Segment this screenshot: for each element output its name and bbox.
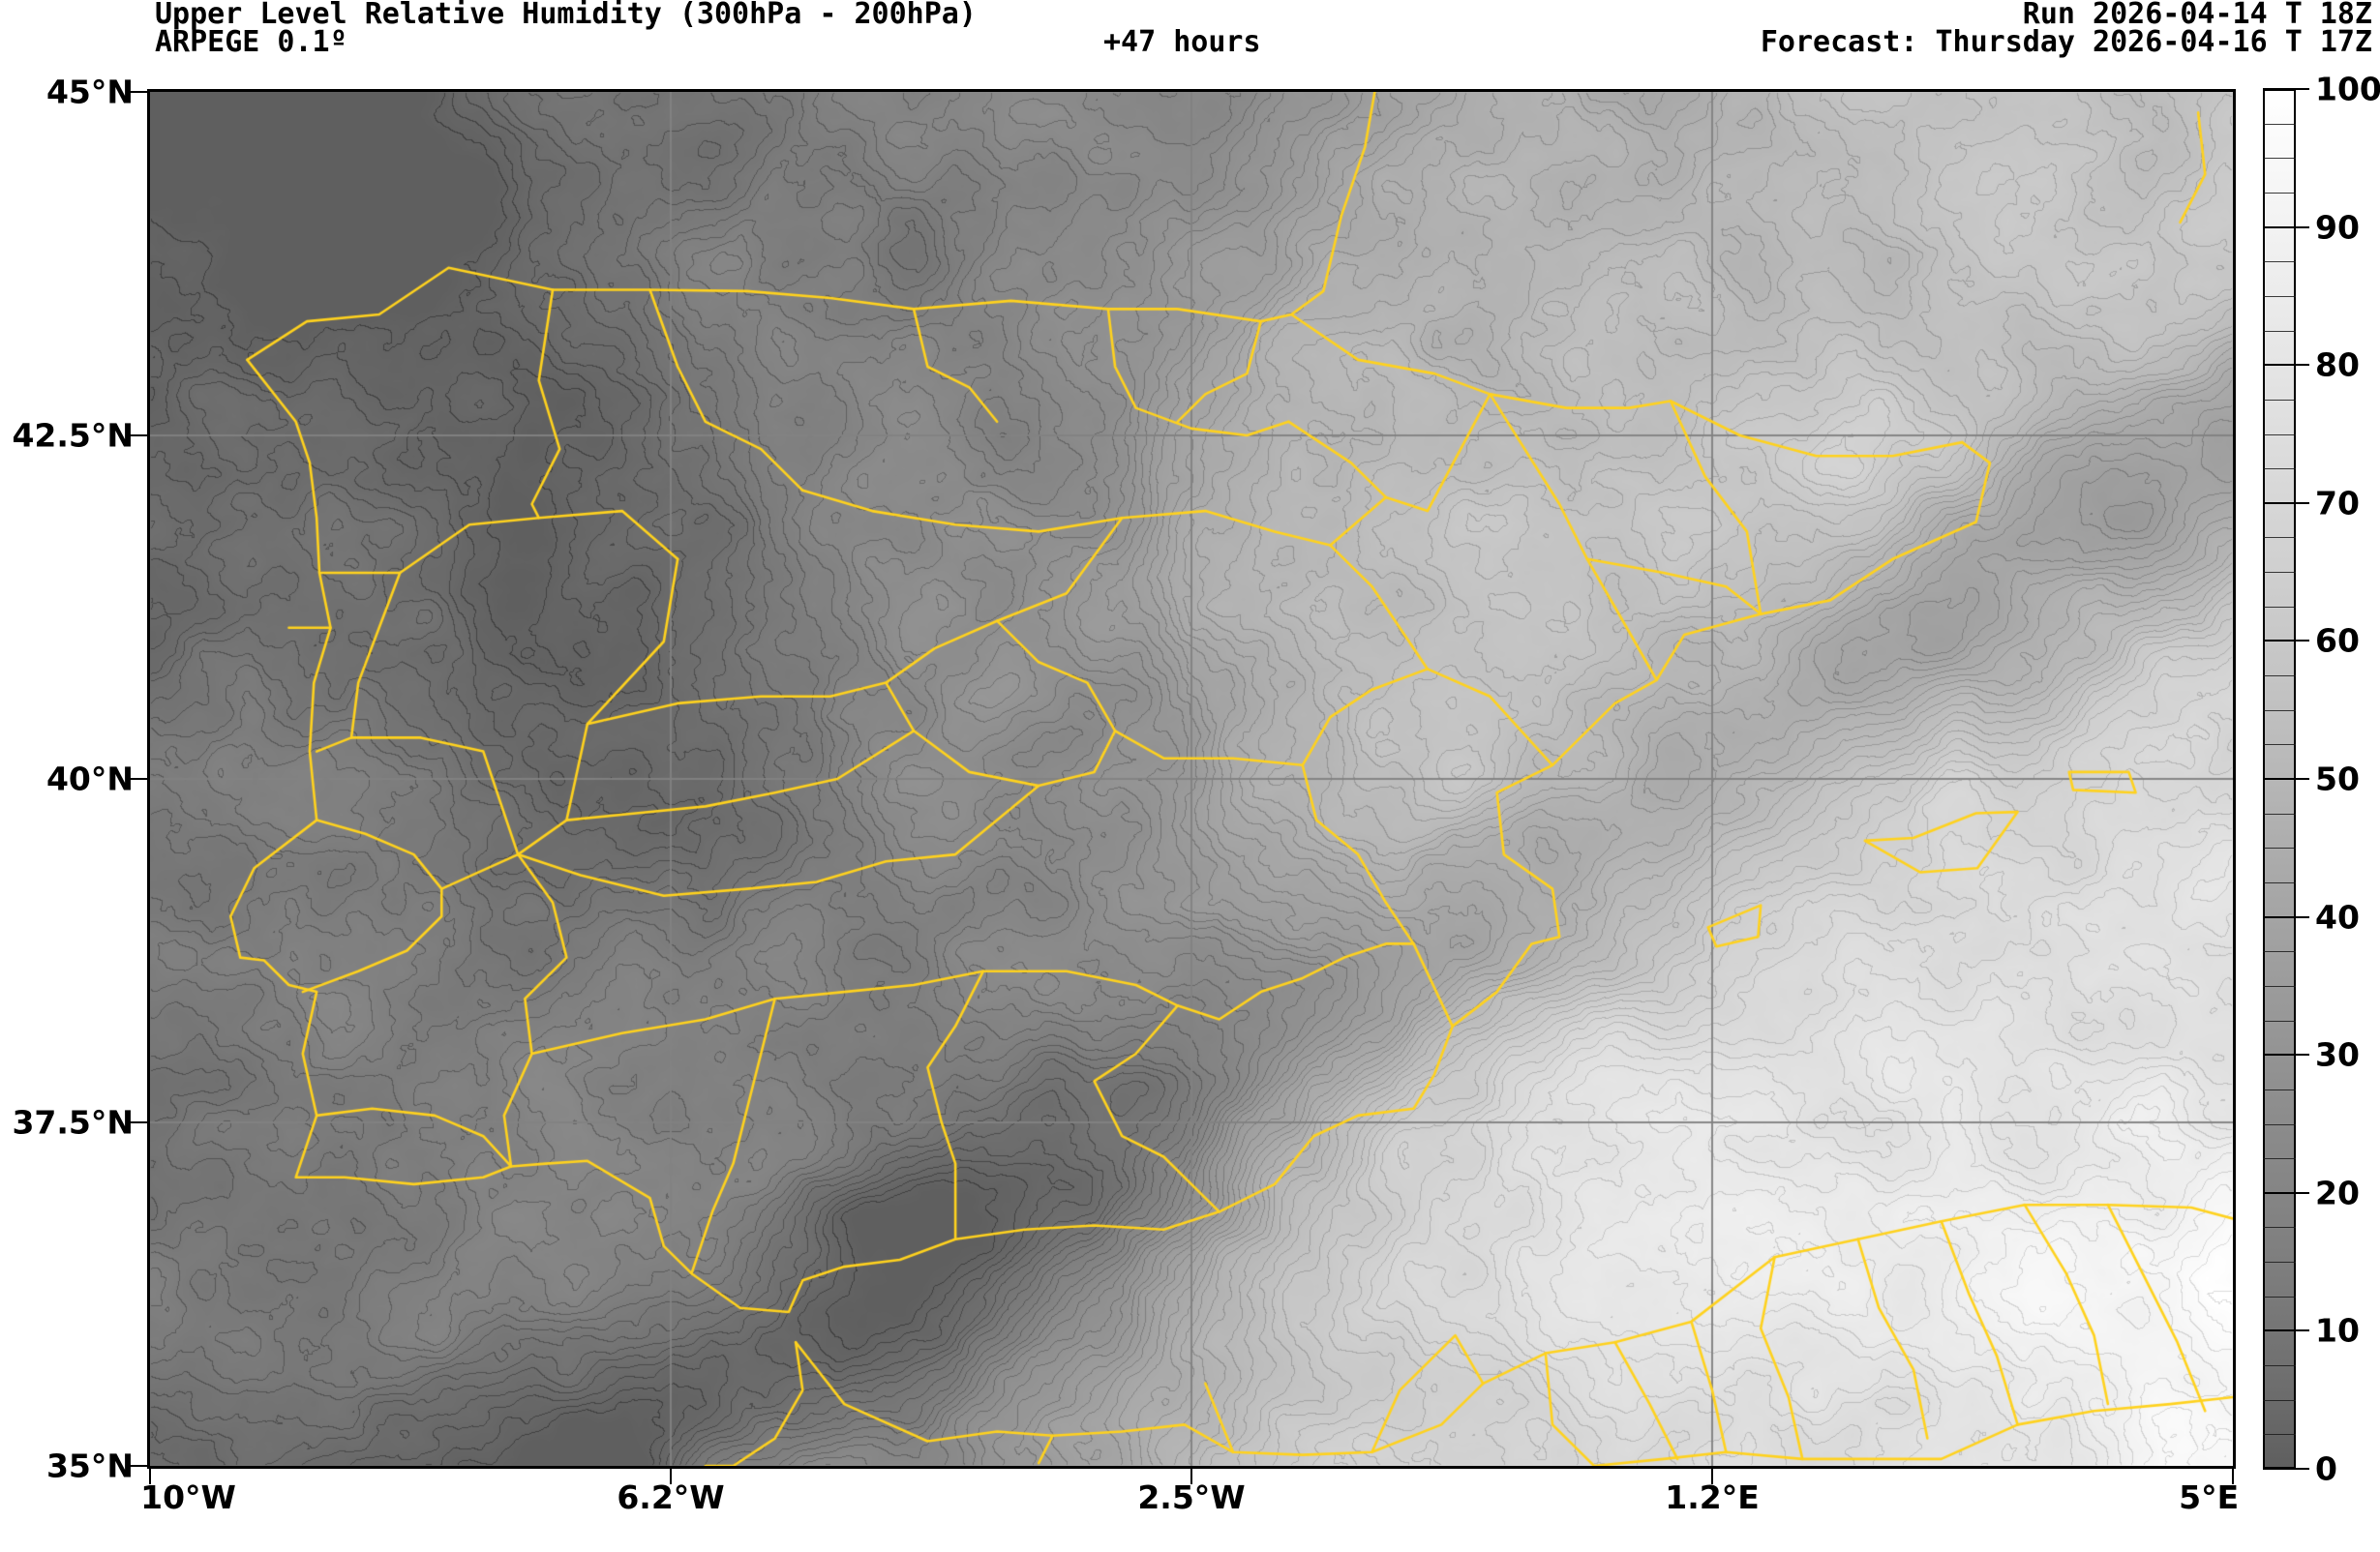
x-axis-tick-label-3: 1.2°E xyxy=(1665,1478,1760,1516)
y-axis-tick-label-3: 37.5°N xyxy=(12,1103,134,1142)
colorbar-tick-label-10: 100 xyxy=(2315,70,2380,108)
colorbar-minor-tick xyxy=(2263,848,2296,850)
y-axis-tick-mark-2 xyxy=(130,778,147,780)
colorbar-tick-label-6: 60 xyxy=(2315,621,2360,660)
colorbar-minor-tick xyxy=(2263,881,2296,883)
colorbar-minor-tick xyxy=(2263,192,2296,194)
x-axis-tick-mark-3 xyxy=(1711,1469,1713,1484)
colorbar-major-tick-3 xyxy=(2263,1054,2309,1057)
colorbar-major-tick-9 xyxy=(2263,225,2309,228)
x-axis-tick-label-2: 2.5°W xyxy=(1137,1478,1246,1516)
colorbar-minor-tick xyxy=(2263,813,2296,815)
x-axis-tick-mark-0 xyxy=(149,1469,151,1484)
y-axis-tick-mark-3 xyxy=(130,1121,147,1123)
colorbar-major-tick-0 xyxy=(2263,1468,2309,1470)
forecast-valid-label: Forecast: Thursday 2026-04-16 T 17Z xyxy=(1760,25,2372,59)
colorbar-major-tick-5 xyxy=(2263,778,2309,780)
colorbar-minor-tick xyxy=(2263,675,2296,677)
colorbar-minor-tick xyxy=(2263,1089,2296,1090)
y-axis-tick-label-0: 45°N xyxy=(45,73,134,111)
colorbar-tick-label-5: 50 xyxy=(2315,760,2360,798)
colorbar-minor-tick xyxy=(2263,433,2296,435)
colorbar-major-tick-6 xyxy=(2263,640,2309,642)
colorbar-minor-tick xyxy=(2263,744,2296,746)
colorbar-tick-label-1: 10 xyxy=(2315,1311,2360,1350)
header-row-top: Upper Level Relative Humidity (300hPa - … xyxy=(0,0,2380,31)
header-row-bottom: ARPEGE 0.1º +47 hours Forecast: Thursday… xyxy=(0,25,2380,59)
humidity-heatmap-canvas xyxy=(150,92,2233,1466)
x-axis-tick-mark-4 xyxy=(2232,1469,2234,1484)
colorbar-minor-tick xyxy=(2263,1365,2296,1367)
y-axis-tick-mark-1 xyxy=(130,434,147,436)
colorbar-major-tick-2 xyxy=(2263,1191,2309,1194)
y-axis-tick-mark-4 xyxy=(130,1465,147,1467)
lead-time-label: +47 hours xyxy=(1103,25,1261,59)
x-axis-tick-mark-1 xyxy=(670,1469,672,1484)
x-axis-tick-mark-2 xyxy=(1190,1469,1192,1484)
colorbar-minor-tick xyxy=(2263,1158,2296,1160)
y-axis-tick-label-2: 40°N xyxy=(45,760,134,798)
colorbar-minor-tick xyxy=(2263,295,2296,297)
colorbar-minor-tick xyxy=(2263,330,2296,332)
colorbar-minor-tick xyxy=(2263,123,2296,125)
colorbar-tick-label-2: 20 xyxy=(2315,1174,2360,1212)
colorbar-major-tick-1 xyxy=(2263,1329,2309,1332)
colorbar-minor-tick xyxy=(2263,709,2296,711)
colorbar-minor-tick xyxy=(2263,261,2296,263)
header-bar: Upper Level Relative Humidity (300hPa - … xyxy=(0,0,2380,59)
colorbar-major-tick-10 xyxy=(2263,88,2309,90)
x-axis-tick-label-0: 10°W xyxy=(140,1478,236,1516)
y-axis-tick-mark-0 xyxy=(130,91,147,93)
colorbar-major-tick-7 xyxy=(2263,501,2309,504)
model-run-label: Run 2026-04-14 T 18Z xyxy=(2022,0,2372,31)
y-axis-tick-label-1: 42.5°N xyxy=(12,416,134,455)
colorbar-tick-label-0: 0 xyxy=(2315,1449,2337,1488)
colorbar-minor-tick xyxy=(2263,158,2296,160)
colorbar-tick-label-4: 40 xyxy=(2315,898,2360,937)
colorbar-tick-label-9: 90 xyxy=(2315,208,2360,247)
chart-title: Upper Level Relative Humidity (300hPa - … xyxy=(155,0,977,31)
colorbar-minor-tick xyxy=(2263,1020,2296,1022)
colorbar-minor-tick xyxy=(2263,1227,2296,1229)
colorbar-tick-label-3: 30 xyxy=(2315,1035,2360,1074)
colorbar-major-tick-4 xyxy=(2263,915,2309,918)
colorbar-minor-tick xyxy=(2263,1434,2296,1436)
model-name-label: ARPEGE 0.1º xyxy=(155,25,347,59)
colorbar-minor-tick xyxy=(2263,1399,2296,1401)
colorbar-minor-tick xyxy=(2263,468,2296,470)
colorbar-tick-label-7: 70 xyxy=(2315,484,2360,522)
colorbar-minor-tick xyxy=(2263,572,2296,574)
colorbar-minor-tick xyxy=(2263,537,2296,539)
colorbar-major-tick-8 xyxy=(2263,364,2309,367)
colorbar-minor-tick xyxy=(2263,606,2296,608)
colorbar-minor-tick xyxy=(2263,1123,2296,1125)
x-axis-tick-label-4: 5°E xyxy=(2179,1478,2240,1516)
colorbar-minor-tick xyxy=(2263,399,2296,401)
x-axis-tick-label-1: 6.2°W xyxy=(617,1478,725,1516)
colorbar-minor-tick xyxy=(2263,1262,2296,1264)
map-plot-area[interactable] xyxy=(147,89,2236,1469)
colorbar-tick-label-8: 80 xyxy=(2315,345,2360,384)
colorbar-minor-tick xyxy=(2263,1296,2296,1298)
y-axis-tick-label-4: 35°N xyxy=(45,1447,134,1485)
colorbar-minor-tick xyxy=(2263,951,2296,953)
colorbar-minor-tick xyxy=(2263,985,2296,987)
